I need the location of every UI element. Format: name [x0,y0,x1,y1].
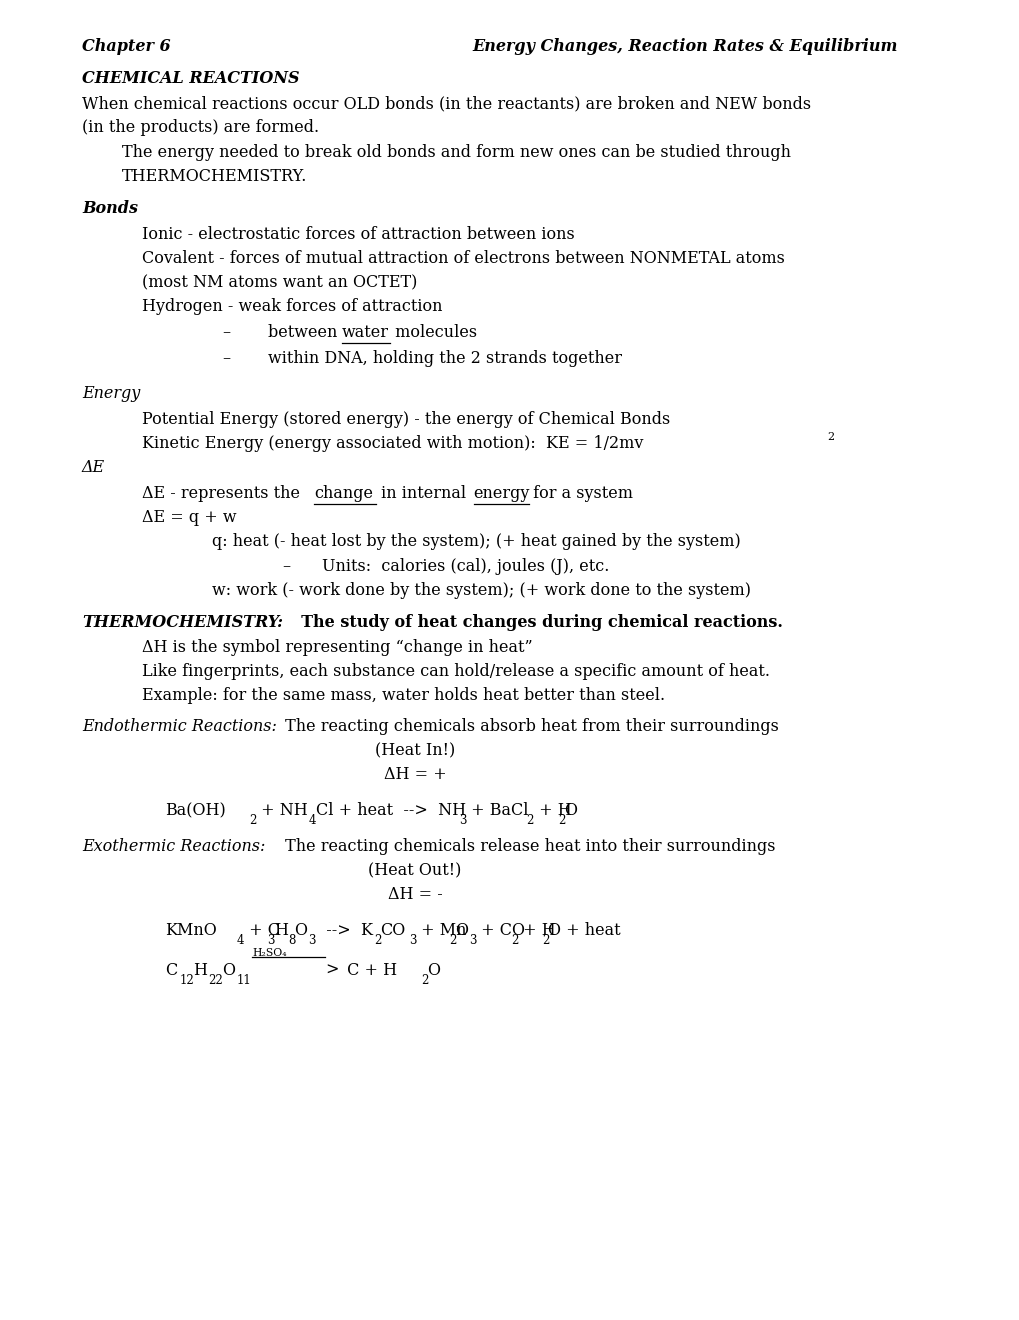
Text: 4: 4 [309,814,316,828]
Text: KMnO: KMnO [165,921,217,939]
Text: CO: CO [380,921,406,939]
Text: O: O [427,962,440,979]
Text: Energy: Energy [82,385,141,403]
Text: + Mn: + Mn [415,921,466,939]
Text: Example: for the same mass, water holds heat better than steel.: Example: for the same mass, water holds … [142,686,664,704]
Text: O: O [455,921,468,939]
Text: + NH: + NH [256,803,308,818]
Text: Ba(OH): Ba(OH) [165,803,225,818]
Text: Exothermic Reactions:: Exothermic Reactions: [82,838,265,855]
Text: Endothermic Reactions:: Endothermic Reactions: [82,718,276,735]
Text: –: – [281,558,289,576]
Text: w: work (- work done by the system); (+ work done to the system): w: work (- work done by the system); (+ … [212,582,750,599]
Text: Ionic - electrostatic forces of attraction between ions: Ionic - electrostatic forces of attracti… [142,226,574,243]
Text: Kinetic Energy (energy associated with motion):  KE = 1/2mv: Kinetic Energy (energy associated with m… [142,436,643,451]
Text: 22: 22 [208,974,222,987]
Text: energy: energy [473,484,529,502]
Text: Energy Changes, Reaction Rates & Equilibrium: Energy Changes, Reaction Rates & Equilib… [472,38,897,55]
Text: + C: + C [244,921,279,939]
Text: H: H [274,921,287,939]
Text: in internal: in internal [376,484,471,502]
Text: 2: 2 [448,935,455,946]
Text: 3: 3 [409,935,416,946]
Text: 2: 2 [250,814,257,828]
Text: The reacting chemicals release heat into their surroundings: The reacting chemicals release heat into… [280,838,774,855]
Text: O: O [564,803,577,818]
Text: (most NM atoms want an OCTET): (most NM atoms want an OCTET) [142,275,417,290]
Text: The reacting chemicals absorb heat from their surroundings: The reacting chemicals absorb heat from … [280,718,779,735]
Text: + H: + H [533,803,571,818]
Text: 4: 4 [236,935,245,946]
Text: THERMOCHEMISTRY.: THERMOCHEMISTRY. [122,168,307,185]
Text: for a system: for a system [528,484,633,502]
Text: The energy needed to break old bonds and form new ones can be studied through: The energy needed to break old bonds and… [122,144,790,161]
Text: 2: 2 [526,814,533,828]
Text: ΔE - represents the: ΔE - represents the [142,484,305,502]
Text: Units:  calories (cal), joules (J), etc.: Units: calories (cal), joules (J), etc. [322,558,608,576]
Text: 2: 2 [826,432,834,442]
Text: ΔE: ΔE [82,459,105,477]
Text: 3: 3 [267,935,275,946]
Text: The study of heat changes during chemical reactions.: The study of heat changes during chemica… [289,614,783,631]
Text: + BaCl: + BaCl [466,803,528,818]
Text: water: water [341,323,388,341]
Text: 3: 3 [469,935,477,946]
Text: + H: + H [518,921,555,939]
Text: ΔH = +: ΔH = + [383,766,446,783]
Text: 11: 11 [236,974,251,987]
Text: Potential Energy (stored energy) - the energy of Chemical Bonds: Potential Energy (stored energy) - the e… [142,411,669,428]
Text: 3: 3 [459,814,467,828]
Text: CHEMICAL REACTIONS: CHEMICAL REACTIONS [82,70,300,87]
Text: ΔH = -: ΔH = - [387,886,442,903]
Text: 12: 12 [179,974,194,987]
Text: (Heat Out!): (Heat Out!) [368,862,462,879]
Text: within DNA, holding the 2 strands together: within DNA, holding the 2 strands togeth… [268,350,622,367]
Text: + CO: + CO [476,921,525,939]
Text: change: change [314,484,373,502]
Text: ΔE = q + w: ΔE = q + w [142,510,236,525]
Text: O: O [222,962,234,979]
Text: 2: 2 [541,935,549,946]
Text: Chapter 6: Chapter 6 [82,38,170,55]
Text: Covalent - forces of mutual attraction of electrons between NONMETAL atoms: Covalent - forces of mutual attraction o… [142,249,784,267]
Text: Bonds: Bonds [82,201,138,216]
Text: H: H [194,962,207,979]
Text: 8: 8 [287,935,296,946]
Text: ΔH is the symbol representing “change in heat”: ΔH is the symbol representing “change in… [142,639,532,656]
Text: Like fingerprints, each substance can hold/release a specific amount of heat.: Like fingerprints, each substance can ho… [142,663,769,680]
Text: 2: 2 [374,935,381,946]
Text: 2: 2 [511,935,519,946]
Text: C: C [165,962,177,979]
Text: (in the products) are formed.: (in the products) are formed. [82,119,319,136]
Text: 2: 2 [558,814,566,828]
Text: q: heat (- heat lost by the system); (+ heat gained by the system): q: heat (- heat lost by the system); (+ … [212,533,740,550]
Text: (Heat In!): (Heat In!) [375,742,454,759]
Text: O + heat: O + heat [548,921,621,939]
Text: 2: 2 [421,974,428,987]
Text: Hydrogen - weak forces of attraction: Hydrogen - weak forces of attraction [142,298,442,315]
Text: between: between [268,323,342,341]
Text: –: – [222,323,230,341]
Text: When chemical reactions occur OLD bonds (in the reactants) are broken and NEW bo: When chemical reactions occur OLD bonds … [82,95,810,112]
Text: >: > [325,962,338,979]
Text: Cl + heat  -->  NH: Cl + heat --> NH [315,803,465,818]
Text: molecules: molecules [389,323,477,341]
Text: -->  K: --> K [315,921,372,939]
Text: C + H: C + H [341,962,396,979]
Text: 3: 3 [308,935,316,946]
Text: H₂SO₄: H₂SO₄ [252,948,286,958]
Text: –: – [222,350,230,367]
Text: THERMOCHEMISTRY:: THERMOCHEMISTRY: [82,614,282,631]
Text: O: O [294,921,307,939]
